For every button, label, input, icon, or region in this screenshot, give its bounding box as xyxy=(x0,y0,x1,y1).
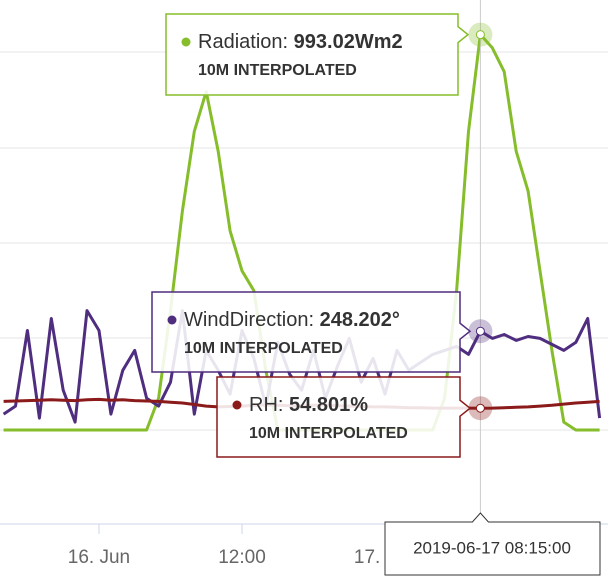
tooltip-label: Radiation: 993.02Wm2 xyxy=(198,31,403,53)
series-name: RH xyxy=(249,394,278,416)
value-label: 248.202° xyxy=(320,309,400,331)
hover-point xyxy=(475,30,485,40)
tooltip-note: 10M INTERPOLATED xyxy=(249,425,408,442)
x-tooltip: 2019-06-17 08:15:00 xyxy=(384,512,601,576)
hover-point xyxy=(475,403,485,413)
hover-point xyxy=(475,326,485,336)
separator: : xyxy=(278,394,289,416)
tooltip: Radiation: 993.02Wm2 10M INTERPOLATED xyxy=(165,13,470,96)
value-label: 54.801% xyxy=(289,394,368,416)
separator: : xyxy=(308,309,319,331)
tooltip-box xyxy=(165,13,470,96)
x-tooltip-box xyxy=(384,512,601,576)
series-name: WindDirection xyxy=(184,309,308,331)
legend-dot xyxy=(232,400,242,410)
tooltip-note: 10M INTERPOLATED xyxy=(184,340,343,357)
tooltip: WindDirection: 248.202° 10M INTERPOLATED xyxy=(151,291,472,373)
tooltip-label: RH: 54.801% xyxy=(249,394,368,416)
x-tick-label: 16. Jun xyxy=(68,547,130,568)
tooltip: RH: 54.801% 10M INTERPOLATED xyxy=(216,376,472,458)
value-label: 993.02Wm2 xyxy=(294,31,403,53)
series-name: Radiation xyxy=(198,31,283,53)
x-tick-label: 12:00 xyxy=(218,547,266,568)
tooltip-label: WindDirection: 248.202° xyxy=(184,309,400,331)
legend-dot xyxy=(167,315,177,325)
x-tooltip-label: 2019-06-17 08:15:00 xyxy=(413,538,571,557)
separator: : xyxy=(283,31,294,53)
tooltip-note: 10M INTERPOLATED xyxy=(198,62,357,79)
grid xyxy=(0,51,608,431)
legend-dot xyxy=(181,37,191,47)
tooltip-box xyxy=(216,376,472,458)
tooltip-box xyxy=(151,291,472,373)
